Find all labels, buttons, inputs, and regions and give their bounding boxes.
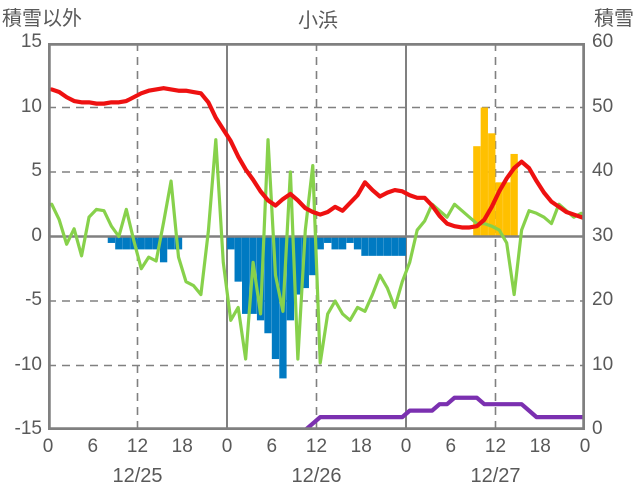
bar — [271, 236, 280, 360]
x-tick-label: 18 — [350, 436, 372, 457]
bar — [376, 236, 384, 256]
bar — [368, 236, 377, 256]
right-tick-label: 60 — [592, 31, 614, 52]
bar — [503, 182, 511, 237]
temperature-line — [49, 86, 585, 230]
bar — [338, 236, 347, 250]
bar — [122, 236, 130, 250]
x-tick-label: 12 — [305, 436, 328, 457]
left-tick-label: 15 — [20, 31, 42, 52]
left-axis-title: 積雪以外 — [2, 8, 82, 30]
left-tick-label: -10 — [14, 353, 42, 375]
bar-series-降水量 — [107, 236, 406, 379]
left-tick-label: -5 — [25, 289, 42, 310]
bar-series-日照時間 — [473, 107, 518, 237]
right-tick-label: 30 — [592, 224, 614, 246]
right-tick-label: 10 — [592, 353, 614, 375]
x-tick-label: 0 — [579, 436, 591, 457]
bar — [473, 146, 481, 237]
bar — [241, 236, 250, 314]
x-tick-label: 0 — [400, 436, 412, 457]
bar — [264, 236, 272, 334]
x-tick-label: 6 — [266, 436, 278, 457]
left-tick-label: -15 — [14, 418, 42, 439]
right-tick-label: 0 — [592, 418, 603, 439]
snow-depth-line — [49, 395, 585, 430]
right-tick-label: 40 — [592, 160, 614, 181]
left-tick-label: 5 — [31, 160, 42, 181]
x-tick-label: 12 — [484, 436, 507, 457]
left-tick-label: 0 — [31, 224, 42, 246]
x-tick-label: 18 — [529, 436, 551, 457]
bar — [353, 236, 362, 250]
bar — [294, 236, 302, 295]
bar — [510, 153, 518, 237]
bar — [152, 236, 160, 250]
plot-frame — [48, 43, 585, 430]
bar — [137, 236, 145, 250]
bar — [145, 236, 153, 250]
bar — [324, 236, 332, 243]
plot-area — [48, 43, 585, 430]
bar — [301, 236, 309, 289]
page-title: 小浜 — [298, 10, 338, 32]
bar — [107, 236, 116, 243]
bar — [488, 133, 496, 237]
day-label: 12/25 — [112, 465, 163, 487]
day-label: 12/26 — [291, 465, 342, 487]
bar — [167, 236, 175, 250]
x-tick-label: 6 — [87, 436, 99, 457]
bar — [391, 236, 399, 256]
bar — [331, 236, 339, 250]
bar — [234, 236, 242, 282]
x-tick-label: 0 — [221, 436, 233, 457]
bar — [227, 236, 235, 250]
x-tick-label: 0 — [42, 436, 54, 457]
bar — [316, 236, 324, 250]
bar — [115, 236, 123, 250]
bar — [495, 182, 503, 237]
day-label: 12/27 — [470, 465, 521, 487]
right-tick-label: 50 — [592, 95, 614, 117]
bar — [361, 236, 369, 256]
right-axis-title: 積雪 — [594, 8, 634, 30]
bar — [383, 236, 392, 256]
x-tick-label: 12 — [126, 436, 149, 457]
x-tick-label: 18 — [171, 436, 193, 457]
bar — [480, 107, 488, 237]
bar — [309, 236, 317, 276]
bar — [286, 236, 295, 321]
bar — [159, 236, 168, 263]
bar — [346, 236, 354, 243]
x-tick-label: 6 — [445, 436, 457, 457]
right-tick-label: 20 — [592, 289, 614, 310]
wind-line — [50, 138, 585, 365]
bar — [398, 236, 406, 256]
left-tick-label: 10 — [20, 95, 42, 117]
